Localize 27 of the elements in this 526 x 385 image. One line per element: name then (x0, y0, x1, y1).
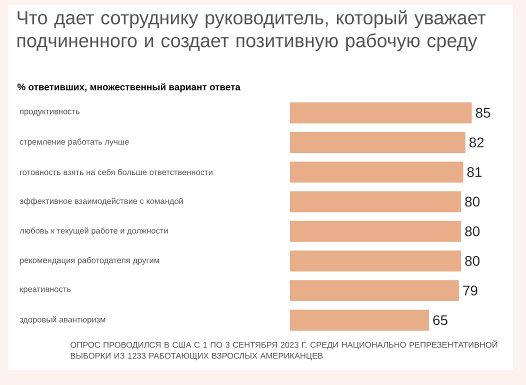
data-label: 80 (465, 196, 480, 207)
bar (290, 102, 472, 124)
bar (290, 310, 429, 331)
text: % ответивших, множественный вариант ответа (17, 83, 240, 92)
y-tick-label: стремление работать лучше (20, 138, 129, 146)
data-label: 65 (433, 315, 448, 326)
bar (290, 191, 462, 212)
bar (290, 280, 459, 302)
data-label: 85 (476, 108, 490, 118)
y-tick-label: готовность взять на себя больше ответственности (20, 169, 212, 176)
y-tick-label: рекомендация работодателя другим (20, 257, 159, 265)
chart-title: Что дает сотруднику руководитель, который уважает подчиненного и создает позитивную рабочую среду (18, 10, 486, 52)
bar (290, 132, 466, 153)
y-tick-label: продуктивность (20, 110, 80, 116)
bar (290, 250, 462, 272)
y-tick-label: эффективное взаимодействие с командой (20, 198, 183, 206)
data-label: 80 (465, 256, 480, 266)
data-label: 82 (469, 137, 484, 148)
data-label: 81 (467, 167, 482, 178)
data-label: 79 (463, 286, 478, 296)
text: ОПРОС ПРОВОДИЛСЯ В США С 1 ПО 3 СЕНТЯБРЯ 2023 Г. СРЕДИ НАЦИОНАЛЬНО РЕПРЕЗЕНТАТИВНОЙ ВЫБОРКИ ИЗ 1233 РАБОТАЮЩИХ ВЗРОСЛЫХ АМЕРИКАНЦЕВ (70, 340, 498, 360)
bar (290, 220, 462, 242)
data-label: 80 (465, 226, 480, 236)
bar (290, 162, 464, 183)
y-tick-label: креативность (20, 287, 71, 294)
y-tick-label: здоровый авантюризм (20, 316, 106, 324)
y-tick-label: любовь к текущей работе и должности (20, 227, 168, 236)
